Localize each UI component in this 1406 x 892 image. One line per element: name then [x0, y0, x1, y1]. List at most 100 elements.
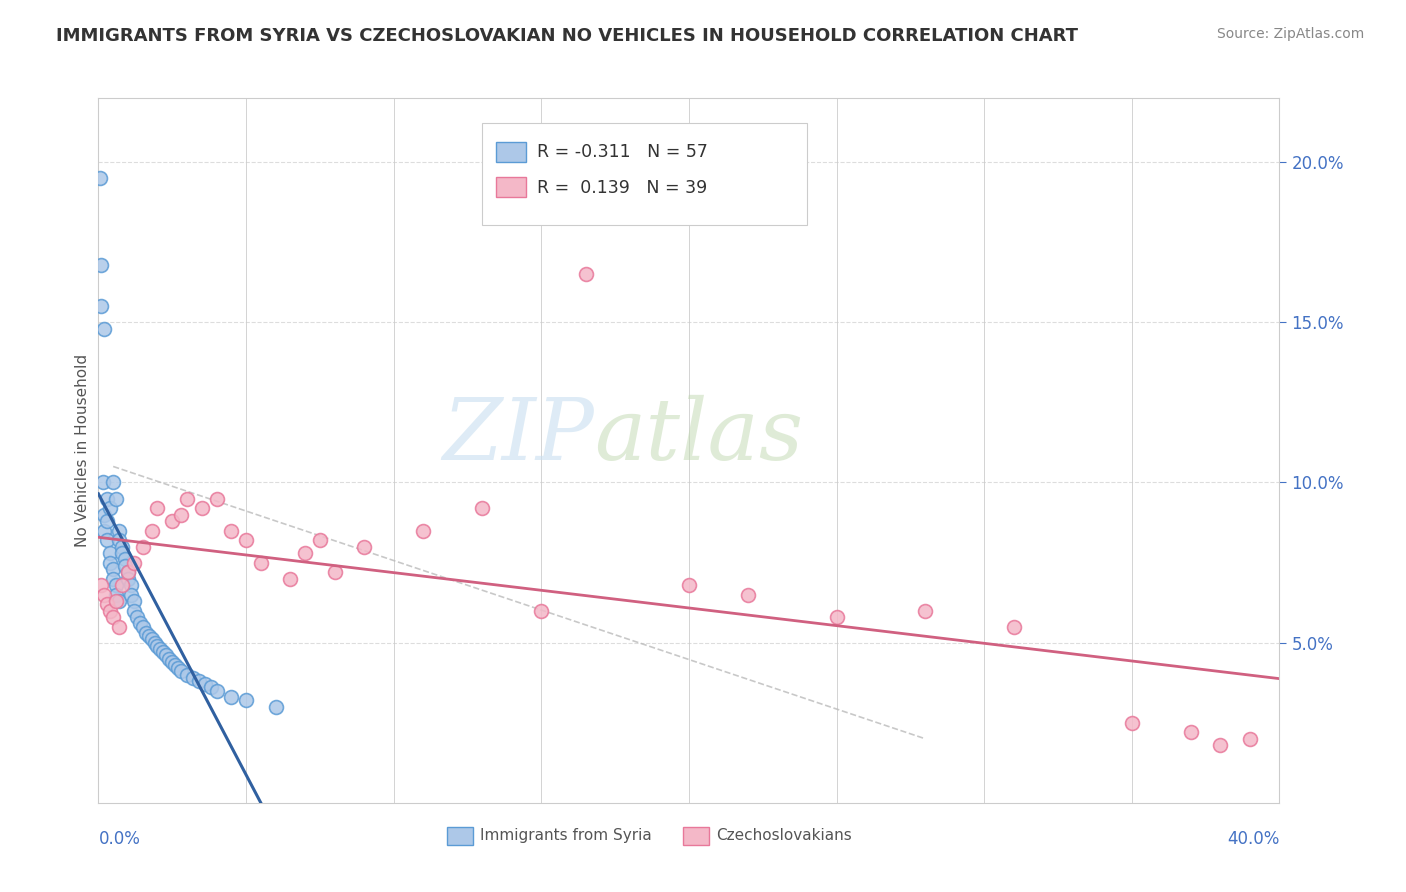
Point	[471, 501, 494, 516]
Point	[98, 546, 121, 560]
Point	[678, 578, 700, 592]
Point	[914, 604, 936, 618]
Point	[96, 597, 118, 611]
Point	[162, 514, 183, 528]
Point	[105, 491, 128, 506]
Point	[96, 491, 118, 506]
Point	[143, 635, 166, 649]
Point	[105, 588, 128, 602]
Point	[98, 501, 121, 516]
Point	[91, 475, 114, 490]
Point	[412, 524, 434, 538]
Point	[146, 639, 169, 653]
Point	[114, 558, 136, 573]
Text: atlas: atlas	[595, 395, 804, 478]
Point	[194, 677, 217, 691]
Point	[103, 562, 125, 576]
Point	[323, 565, 346, 579]
Point	[90, 578, 112, 592]
Point	[530, 604, 553, 618]
Point	[105, 578, 128, 592]
Point	[120, 588, 142, 602]
Text: R = -0.311   N = 57: R = -0.311 N = 57	[537, 144, 707, 161]
Point	[105, 594, 128, 608]
Point	[96, 514, 118, 528]
Point	[165, 658, 187, 673]
Point	[1209, 738, 1232, 752]
Point	[90, 258, 112, 272]
Point	[221, 690, 243, 705]
Y-axis label: No Vehicles in Household: No Vehicles in Household	[75, 354, 90, 547]
Point	[152, 645, 174, 659]
Point	[170, 665, 193, 679]
Point	[117, 565, 139, 579]
Point	[128, 616, 150, 631]
Point	[90, 299, 112, 313]
Bar	[496, 142, 526, 161]
Point	[122, 556, 145, 570]
Text: 0.0%: 0.0%	[98, 830, 141, 847]
Point	[737, 588, 759, 602]
Point	[111, 546, 134, 560]
Point	[93, 322, 115, 336]
Bar	[496, 177, 526, 197]
Point	[309, 533, 332, 548]
Point	[132, 540, 155, 554]
Text: ZIP: ZIP	[443, 395, 595, 478]
Point	[89, 171, 111, 186]
Point	[1002, 619, 1025, 633]
Point	[825, 610, 848, 624]
Point	[93, 588, 115, 602]
Point	[114, 552, 136, 566]
Point	[108, 594, 131, 608]
Point	[155, 648, 177, 663]
Point	[122, 594, 145, 608]
Point	[111, 578, 134, 592]
Point	[157, 651, 180, 665]
Text: Source: ZipAtlas.com: Source: ZipAtlas.com	[1216, 27, 1364, 41]
Point	[141, 632, 163, 647]
Point	[575, 268, 598, 282]
Point	[280, 572, 302, 586]
Point	[125, 610, 148, 624]
Point	[1180, 725, 1202, 739]
Text: 40.0%: 40.0%	[1227, 830, 1279, 847]
Point	[111, 540, 134, 554]
Point	[181, 671, 204, 685]
Point	[235, 693, 257, 707]
Text: Czechoslovakians: Czechoslovakians	[716, 829, 852, 844]
Text: Immigrants from Syria: Immigrants from Syria	[479, 829, 651, 844]
Point	[221, 524, 243, 538]
Point	[187, 674, 209, 689]
Point	[141, 524, 163, 538]
Point	[132, 619, 155, 633]
Point	[146, 501, 169, 516]
Point	[120, 578, 142, 592]
Point	[205, 491, 228, 506]
Point	[176, 667, 198, 681]
Point	[1121, 715, 1143, 730]
Point	[170, 508, 193, 522]
Text: IMMIGRANTS FROM SYRIA VS CZECHOSLOVAKIAN NO VEHICLES IN HOUSEHOLD CORRELATION CH: IMMIGRANTS FROM SYRIA VS CZECHOSLOVAKIAN…	[56, 27, 1078, 45]
Point	[103, 572, 125, 586]
FancyBboxPatch shape	[482, 123, 807, 225]
Point	[98, 556, 121, 570]
Point	[1239, 731, 1261, 746]
Point	[93, 508, 115, 522]
Point	[103, 475, 125, 490]
Point	[108, 524, 131, 538]
Point	[103, 610, 125, 624]
Point	[167, 661, 190, 675]
Point	[200, 681, 222, 695]
Bar	[683, 828, 709, 845]
Point	[205, 683, 228, 698]
Point	[108, 619, 131, 633]
Point	[191, 501, 214, 516]
Point	[235, 533, 257, 548]
Point	[117, 565, 139, 579]
Point	[353, 540, 375, 554]
Text: R =  0.139   N = 39: R = 0.139 N = 39	[537, 178, 707, 196]
Point	[250, 556, 273, 570]
Point	[117, 572, 139, 586]
Point	[138, 629, 160, 643]
